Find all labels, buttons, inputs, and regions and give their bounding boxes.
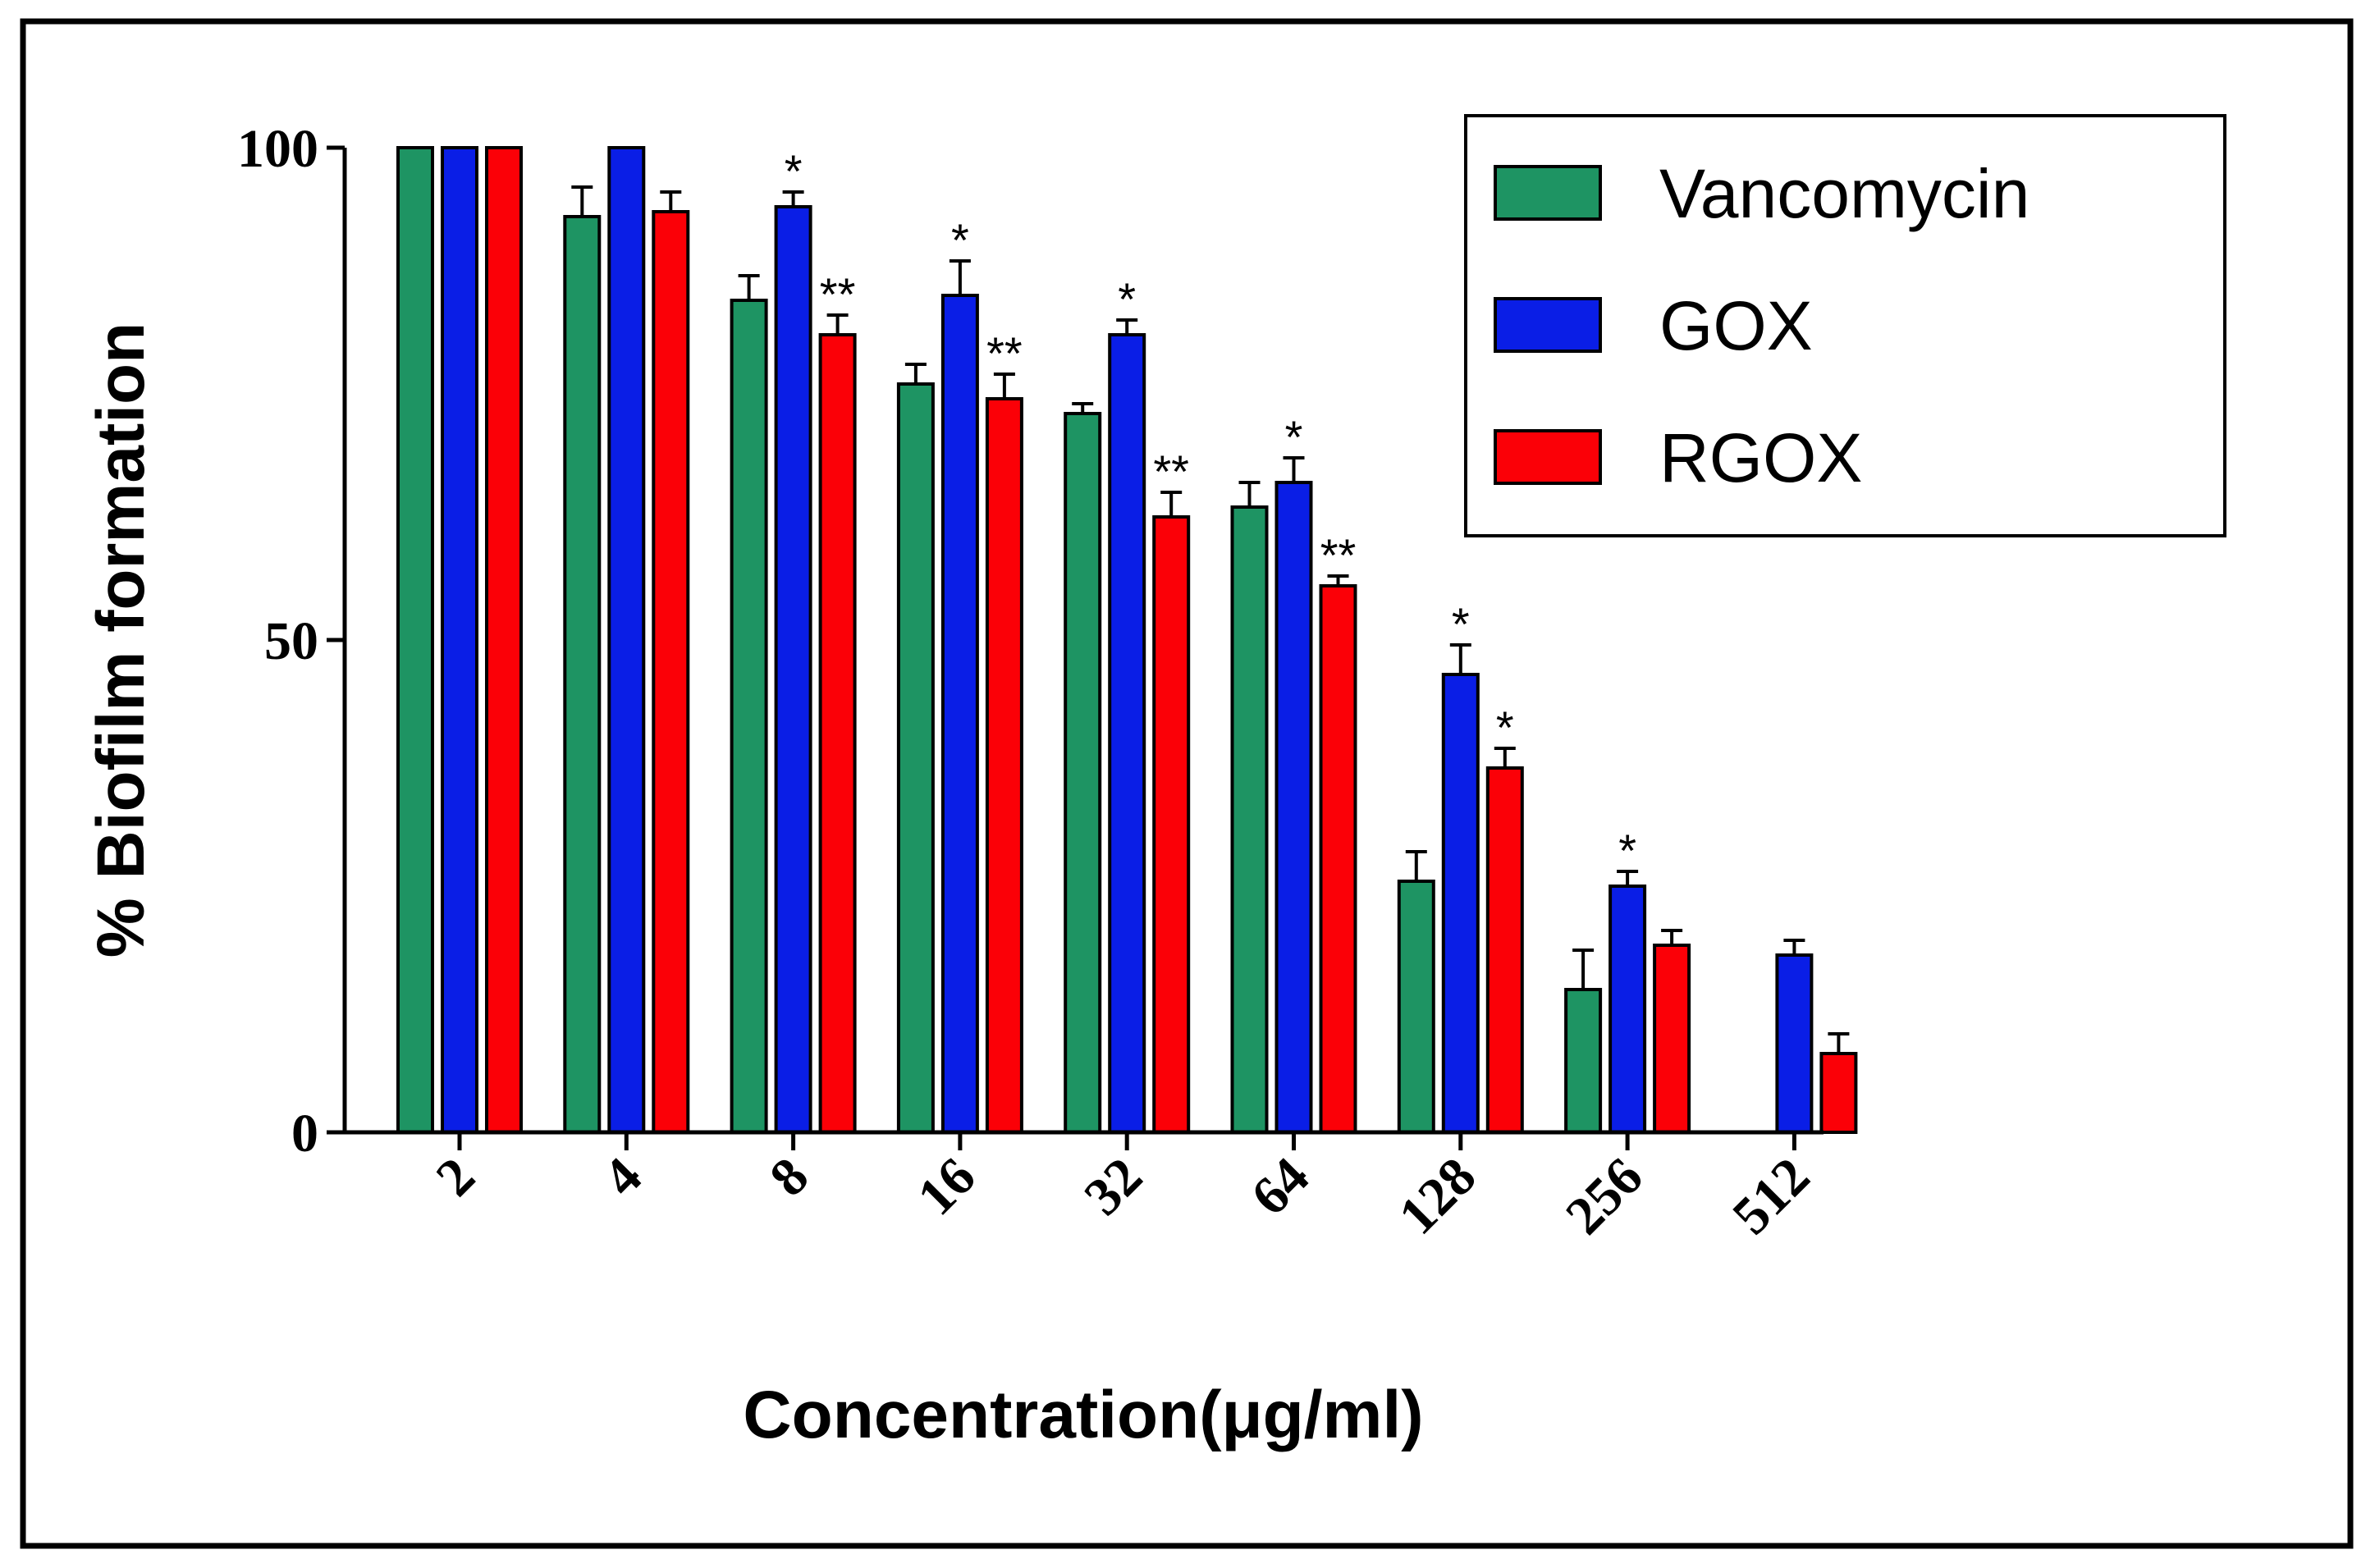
bar-vancomycin-16	[896, 382, 935, 1134]
x-tick-label-32: 32	[1073, 1146, 1154, 1227]
bar-vancomycin-64	[1230, 505, 1269, 1134]
bar-rgox-512	[1819, 1052, 1858, 1134]
significance-rgox-128: *	[1496, 702, 1514, 753]
bar-gox-16	[940, 294, 979, 1134]
bar-gox-128	[1441, 673, 1480, 1134]
x-tick-label-128: 128	[1388, 1146, 1488, 1246]
x-tick-label-64: 64	[1240, 1146, 1320, 1227]
y-axis-ticks: 0 50 100	[237, 119, 345, 1163]
bar-rgox-16	[985, 397, 1023, 1134]
y-axis-title: % Biofilm formation	[84, 322, 158, 958]
bar-rgox-128	[1485, 766, 1524, 1134]
bar-vancomycin-32	[1064, 412, 1102, 1134]
legend-swatch-rgox	[1494, 429, 1602, 485]
significance-gox-32: *	[1118, 273, 1136, 325]
x-tick-label-512: 512	[1721, 1146, 1821, 1246]
bar-gox-8	[774, 205, 812, 1134]
significance-rgox-32: **	[1153, 446, 1189, 497]
bar-vancomycin-2	[396, 146, 434, 1134]
significance-rgox-8: **	[820, 268, 856, 320]
x-axis-ticks: 2 4 8 16 32 64 128 256 512	[425, 1132, 1821, 1246]
significance-gox-128: *	[1452, 598, 1470, 650]
legend-label-rgox: RGOX	[1659, 419, 1862, 496]
x-tick-label-256: 256	[1554, 1146, 1654, 1246]
legend-label-vancomycin: Vancomycin	[1659, 155, 2030, 232]
legend-swatch-gox	[1494, 297, 1602, 353]
bar-gox-2	[441, 146, 478, 1134]
bar-gox-4	[607, 146, 646, 1134]
x-tick-label-8: 8	[758, 1146, 820, 1208]
legend-swatch-vancomycin	[1494, 165, 1602, 221]
significance-layer: ***************	[785, 145, 1636, 876]
bar-gox-32	[1108, 333, 1146, 1134]
legend: Vancomycin GOX RGOX	[1464, 114, 2226, 537]
significance-gox-16: *	[951, 214, 969, 266]
significance-rgox-16: **	[986, 327, 1023, 379]
x-axis-title: Concentration(μg/ml)	[743, 1378, 1423, 1452]
x-tick-label-16: 16	[906, 1146, 986, 1227]
bar-rgox-64	[1319, 584, 1357, 1134]
bar-gox-256	[1609, 885, 1647, 1134]
bar-rgox-8	[818, 333, 857, 1134]
bar-rgox-32	[1152, 515, 1191, 1134]
bar-gox-512	[1775, 953, 1814, 1134]
significance-gox-256: *	[1618, 825, 1636, 876]
bar-vancomycin-8	[730, 299, 768, 1134]
error-bars-layer	[571, 185, 1850, 1054]
y-tick-label-100: 100	[237, 119, 318, 179]
x-tick-label-4: 4	[592, 1146, 653, 1208]
bar-vancomycin-4	[563, 215, 602, 1134]
significance-gox-64: *	[1285, 411, 1303, 463]
y-tick-label-50: 50	[264, 611, 318, 671]
significance-rgox-64: **	[1320, 529, 1357, 581]
bar-rgox-2	[485, 146, 523, 1134]
bar-rgox-256	[1653, 944, 1691, 1134]
y-tick-label-0: 0	[291, 1104, 318, 1163]
figure-frame	[20, 18, 2354, 1549]
bar-gox-64	[1274, 481, 1313, 1134]
bar-vancomycin-256	[1564, 988, 1603, 1134]
bar-rgox-4	[652, 210, 690, 1134]
bar-vancomycin-128	[1397, 880, 1435, 1134]
x-tick-label-2: 2	[425, 1146, 487, 1208]
legend-label-gox: GOX	[1659, 287, 1813, 364]
significance-gox-8: *	[785, 145, 803, 197]
